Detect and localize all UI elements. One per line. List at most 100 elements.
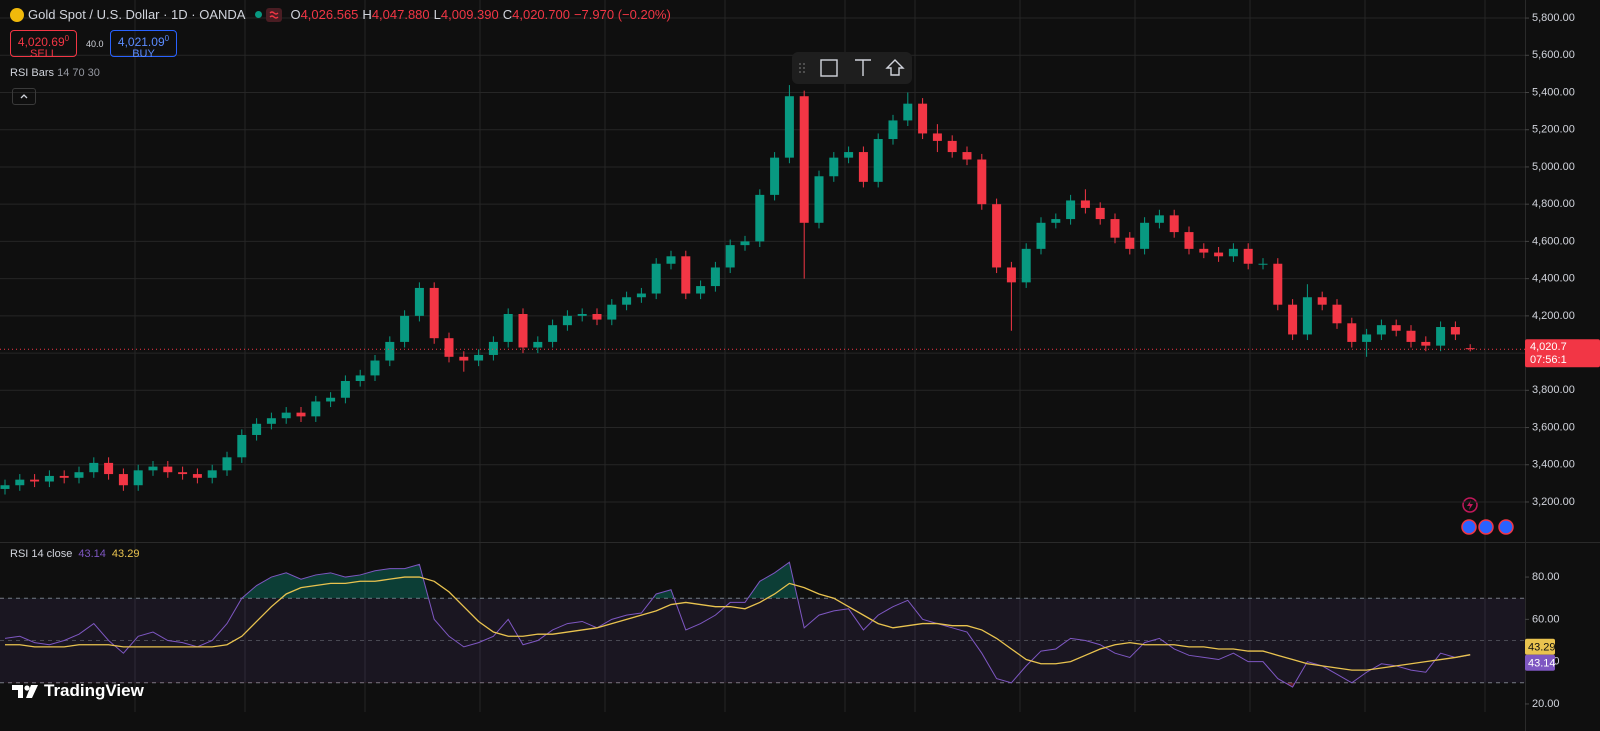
last-price-box xyxy=(1525,339,1600,368)
candle-body xyxy=(1095,207,1105,220)
candle-body xyxy=(681,256,691,294)
candle-body xyxy=(518,313,528,348)
candle-body xyxy=(281,412,291,419)
rsi-value-label: 43.29 xyxy=(1528,642,1556,654)
y-tick-label: 5,600.00 xyxy=(1532,49,1575,61)
candle-body xyxy=(311,401,321,417)
candle-body xyxy=(429,287,439,339)
candle-body xyxy=(1258,263,1268,265)
candle-body xyxy=(1110,219,1120,238)
candle-body xyxy=(1302,297,1312,335)
candle-body xyxy=(1154,215,1164,223)
rsi-line xyxy=(5,576,1471,671)
y-tick-label: 5,400.00 xyxy=(1532,86,1575,98)
data-status[interactable] xyxy=(266,7,283,22)
candle-body xyxy=(977,159,987,205)
candle-body xyxy=(858,152,868,182)
rsi-value-box xyxy=(1525,654,1555,671)
y-tick-label: 4,600.00 xyxy=(1532,235,1575,247)
candle-body xyxy=(770,157,780,195)
y-tick-label: 3,400.00 xyxy=(1532,459,1575,471)
candle-body xyxy=(44,475,54,482)
change-value: −7.970 (−0.20%) xyxy=(573,7,671,22)
candle-body xyxy=(1391,325,1401,331)
candle-body xyxy=(710,267,720,287)
candle-body xyxy=(784,96,794,158)
symbol-title[interactable]: Gold Spot / U.S. Dollar · 1D · OANDA xyxy=(28,7,246,22)
candle-body xyxy=(932,133,942,141)
candle-body xyxy=(1465,348,1475,350)
candle-body xyxy=(74,472,84,478)
candle-body xyxy=(1450,327,1460,335)
buy-button[interactable]: 4,021.090 BUY xyxy=(110,30,177,60)
candle-body xyxy=(1051,219,1061,223)
candle-body xyxy=(222,457,232,471)
candle-body xyxy=(696,286,706,294)
candle-body xyxy=(370,360,380,376)
candle-body xyxy=(548,325,558,342)
candle-body xyxy=(1006,267,1016,283)
candle-body xyxy=(385,341,395,361)
indicator-legend: RSI Bars 14 70 30 xyxy=(10,67,100,79)
candle-body xyxy=(814,176,824,223)
candle-body xyxy=(1228,248,1238,257)
buy-price-sup: 0 xyxy=(164,34,170,43)
candle-body xyxy=(1288,304,1298,335)
candle-body xyxy=(192,474,202,478)
candle-body xyxy=(1362,334,1372,342)
rsi-value-label: 43.14 xyxy=(1528,658,1556,670)
candle-body xyxy=(577,313,587,316)
collapse-legend-button[interactable] xyxy=(12,88,36,105)
rsi-title[interactable]: RSI 14 close xyxy=(10,548,73,560)
rsi-legend: RSI 14 close 43.14 43.29 xyxy=(10,548,139,560)
y-tick-label: 3,200.00 xyxy=(1532,496,1575,508)
candle-body xyxy=(873,139,883,182)
candle-body xyxy=(1184,232,1194,249)
open-label: O xyxy=(290,7,301,22)
candle-body xyxy=(1273,263,1283,305)
candle-body xyxy=(340,381,350,398)
candle-body xyxy=(607,304,617,320)
candle-body xyxy=(799,96,809,223)
candle-body xyxy=(1199,248,1209,253)
candle-body xyxy=(30,479,40,482)
y-tick-label: 20.00 xyxy=(1532,698,1560,710)
event-icons xyxy=(1461,497,1514,535)
candle-body xyxy=(400,315,410,342)
candle-body xyxy=(1376,325,1386,335)
vertical-grid xyxy=(134,0,1486,712)
candle-body xyxy=(1214,252,1224,257)
candle-body xyxy=(1125,237,1135,249)
candle-body xyxy=(163,466,173,473)
indicator-name[interactable]: RSI Bars xyxy=(10,67,55,79)
spread: 40.0 xyxy=(86,39,104,49)
candle-body xyxy=(1317,297,1327,305)
candle-body xyxy=(1066,200,1076,220)
candle-body xyxy=(0,485,10,489)
y-tick-label: 4,800.00 xyxy=(1532,198,1575,210)
y-tick-label: 60.00 xyxy=(1532,613,1560,625)
sell-button[interactable]: 4,020.690 SELL xyxy=(10,30,77,60)
candle-body xyxy=(326,397,336,402)
rsi-ma-value: 43.29 xyxy=(111,548,140,560)
candle-body xyxy=(1140,222,1150,249)
candle-body xyxy=(15,479,25,486)
high-value: 4,047.880 xyxy=(371,7,430,22)
candle-body xyxy=(1036,222,1046,249)
candle-body xyxy=(918,103,928,134)
candle-body xyxy=(903,103,913,121)
drawing-toolbar xyxy=(792,52,912,84)
symbol-icon xyxy=(10,7,24,22)
overbought-fill xyxy=(241,562,798,599)
open-value: 4,026.565 xyxy=(300,7,359,22)
countdown-label: 07:56:1 xyxy=(1530,354,1567,366)
close-label: C xyxy=(502,7,513,22)
y-tick-label: 3,600.00 xyxy=(1532,421,1575,433)
candle-body xyxy=(503,313,513,342)
y-tick-label: 80.00 xyxy=(1532,571,1560,583)
candle-body xyxy=(592,313,602,320)
candle-body xyxy=(755,194,765,242)
candle-body xyxy=(1347,323,1357,342)
